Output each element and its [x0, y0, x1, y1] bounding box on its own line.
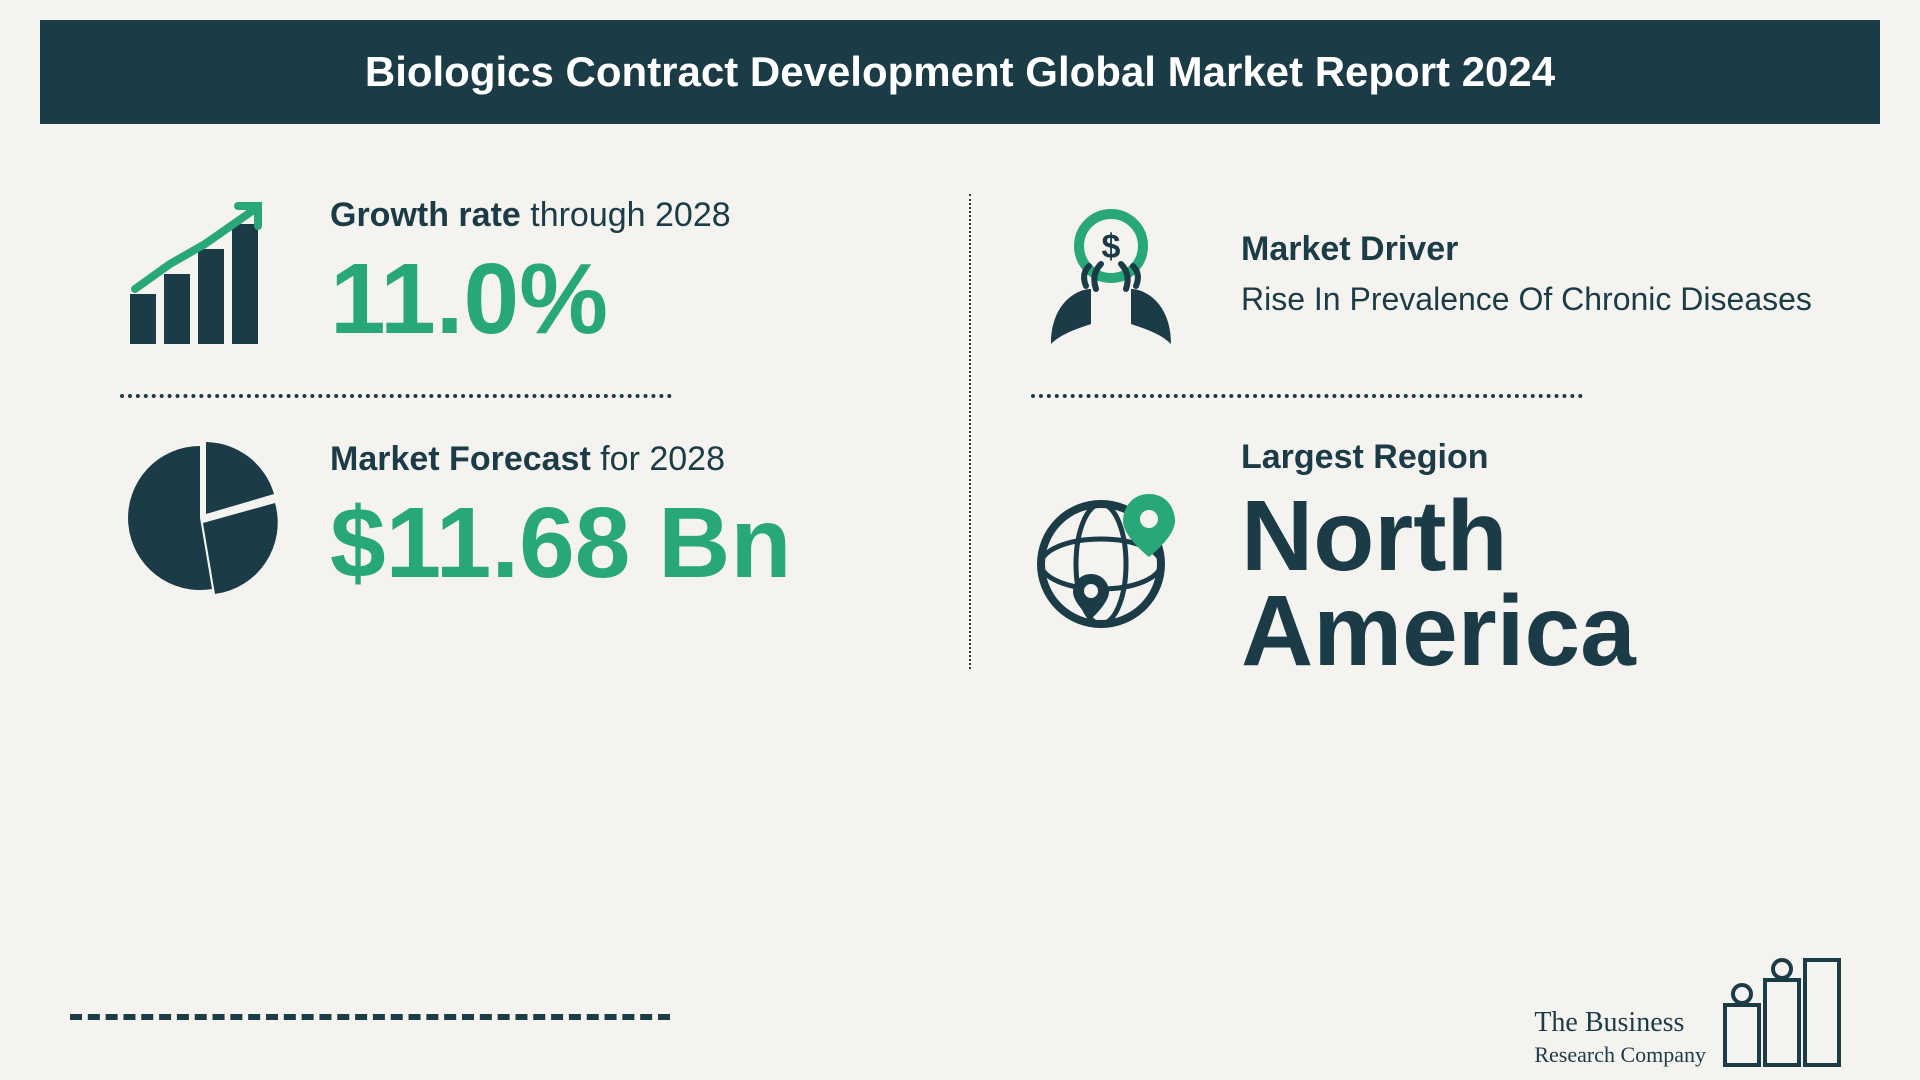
growth-bars-icon — [120, 194, 280, 354]
right-column: $ Market Driver Rise In Prevalence Of Ch… — [1031, 184, 1820, 709]
globe-pin-icon — [1031, 479, 1191, 639]
driver-text: Rise In Prevalence Of Chronic Diseases — [1241, 281, 1820, 318]
driver-label: Market Driver — [1241, 230, 1820, 269]
svg-text:$: $ — [1102, 228, 1121, 266]
growth-rate-block: Growth rate through 2028 11.0% — [120, 184, 909, 384]
report-title: Biologics Contract Development Global Ma… — [365, 48, 1555, 95]
forecast-block: Market Forecast for 2028 $11.68 Bn — [120, 428, 909, 628]
logo-text: The Business Research Company — [1534, 1008, 1706, 1070]
vertical-divider — [969, 194, 971, 669]
infographic-content: Growth rate through 2028 11.0% Market Fo… — [0, 124, 1920, 709]
growth-label: Growth rate through 2028 — [330, 196, 909, 235]
company-logo: The Business Research Company — [1534, 950, 1850, 1070]
divider-dots — [120, 394, 672, 398]
bottom-dash — [70, 1014, 670, 1020]
forecast-label: Market Forecast for 2028 — [330, 440, 909, 479]
forecast-value: $11.68 Bn — [330, 491, 909, 596]
market-driver-block: $ Market Driver Rise In Prevalence Of Ch… — [1031, 184, 1820, 384]
report-title-bar: Biologics Contract Development Global Ma… — [40, 20, 1880, 124]
divider-dots — [1031, 394, 1583, 398]
pie-chart-icon — [120, 438, 280, 598]
region-block: Largest Region North America — [1031, 428, 1820, 709]
region-value: North America — [1241, 489, 1820, 679]
region-label: Largest Region — [1241, 438, 1820, 477]
growth-value: 11.0% — [330, 247, 909, 352]
logo-buildings-icon — [1720, 950, 1850, 1070]
hands-coin-icon: $ — [1031, 194, 1191, 354]
left-column: Growth rate through 2028 11.0% Market Fo… — [120, 184, 909, 709]
